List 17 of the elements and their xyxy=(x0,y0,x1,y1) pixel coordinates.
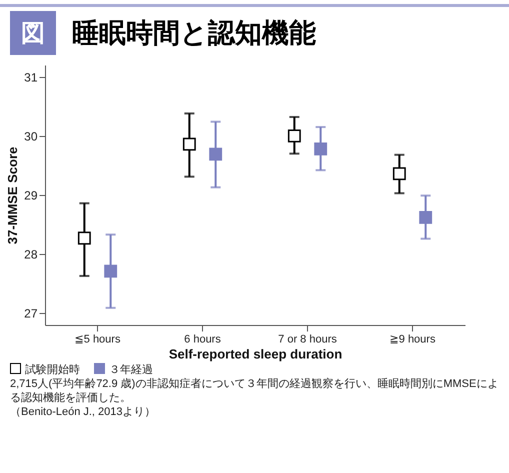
x-tick-label: 7 or 8 hours xyxy=(278,334,338,346)
y-tick-label: 27 xyxy=(24,306,38,321)
text: 図 xyxy=(10,11,56,55)
y-tick-label: 29 xyxy=(24,188,38,202)
x-tick-label: ≧9 hours xyxy=(390,334,436,346)
text: 2,715人(平均年齢72.9 歳)の非認知症者について３年間の経過観察を行い、睡眠時間別にMMSEによる認知機能を評価した。 xyxy=(10,377,500,405)
x-tick-label: ≦5 hours xyxy=(74,334,121,346)
y-tick-label: 31 xyxy=(24,70,38,84)
legend-label: ３年経過 xyxy=(109,364,153,376)
y-tick-label: 30 xyxy=(24,129,38,144)
y-axis-title: 37-MMSE Score xyxy=(5,146,20,244)
x-tick-label: 6 hours xyxy=(184,334,222,346)
x-axis-title: Self-reported sleep duration xyxy=(168,346,342,362)
legend-label: 試験開始時 xyxy=(25,364,80,376)
y-tick-label: 28 xyxy=(24,248,38,262)
chart-title: 睡眠時間と認知機能 xyxy=(72,17,316,50)
text: （Benito-León J., 2013より） xyxy=(10,405,157,419)
